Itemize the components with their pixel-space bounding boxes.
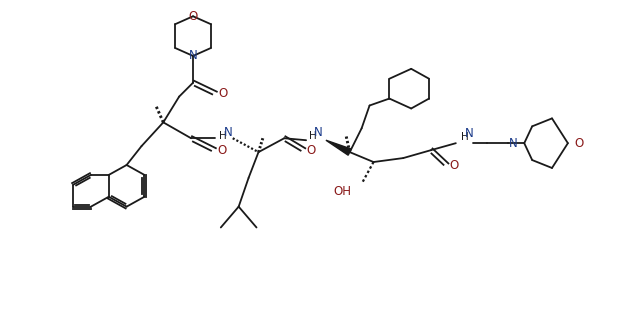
Text: N: N (314, 126, 322, 139)
Text: N: N (508, 137, 517, 150)
Text: O: O (450, 159, 458, 171)
Text: O: O (575, 137, 584, 150)
Text: O: O (306, 144, 316, 157)
Text: O: O (218, 87, 228, 100)
Text: OH: OH (333, 185, 352, 198)
Text: O: O (188, 10, 198, 23)
Text: H: H (309, 131, 317, 141)
Text: H: H (219, 131, 227, 141)
Text: N: N (223, 126, 232, 139)
Polygon shape (326, 140, 351, 155)
Text: N: N (465, 127, 474, 140)
Text: O: O (217, 144, 226, 157)
Text: N: N (189, 49, 197, 63)
Text: H: H (461, 132, 469, 142)
